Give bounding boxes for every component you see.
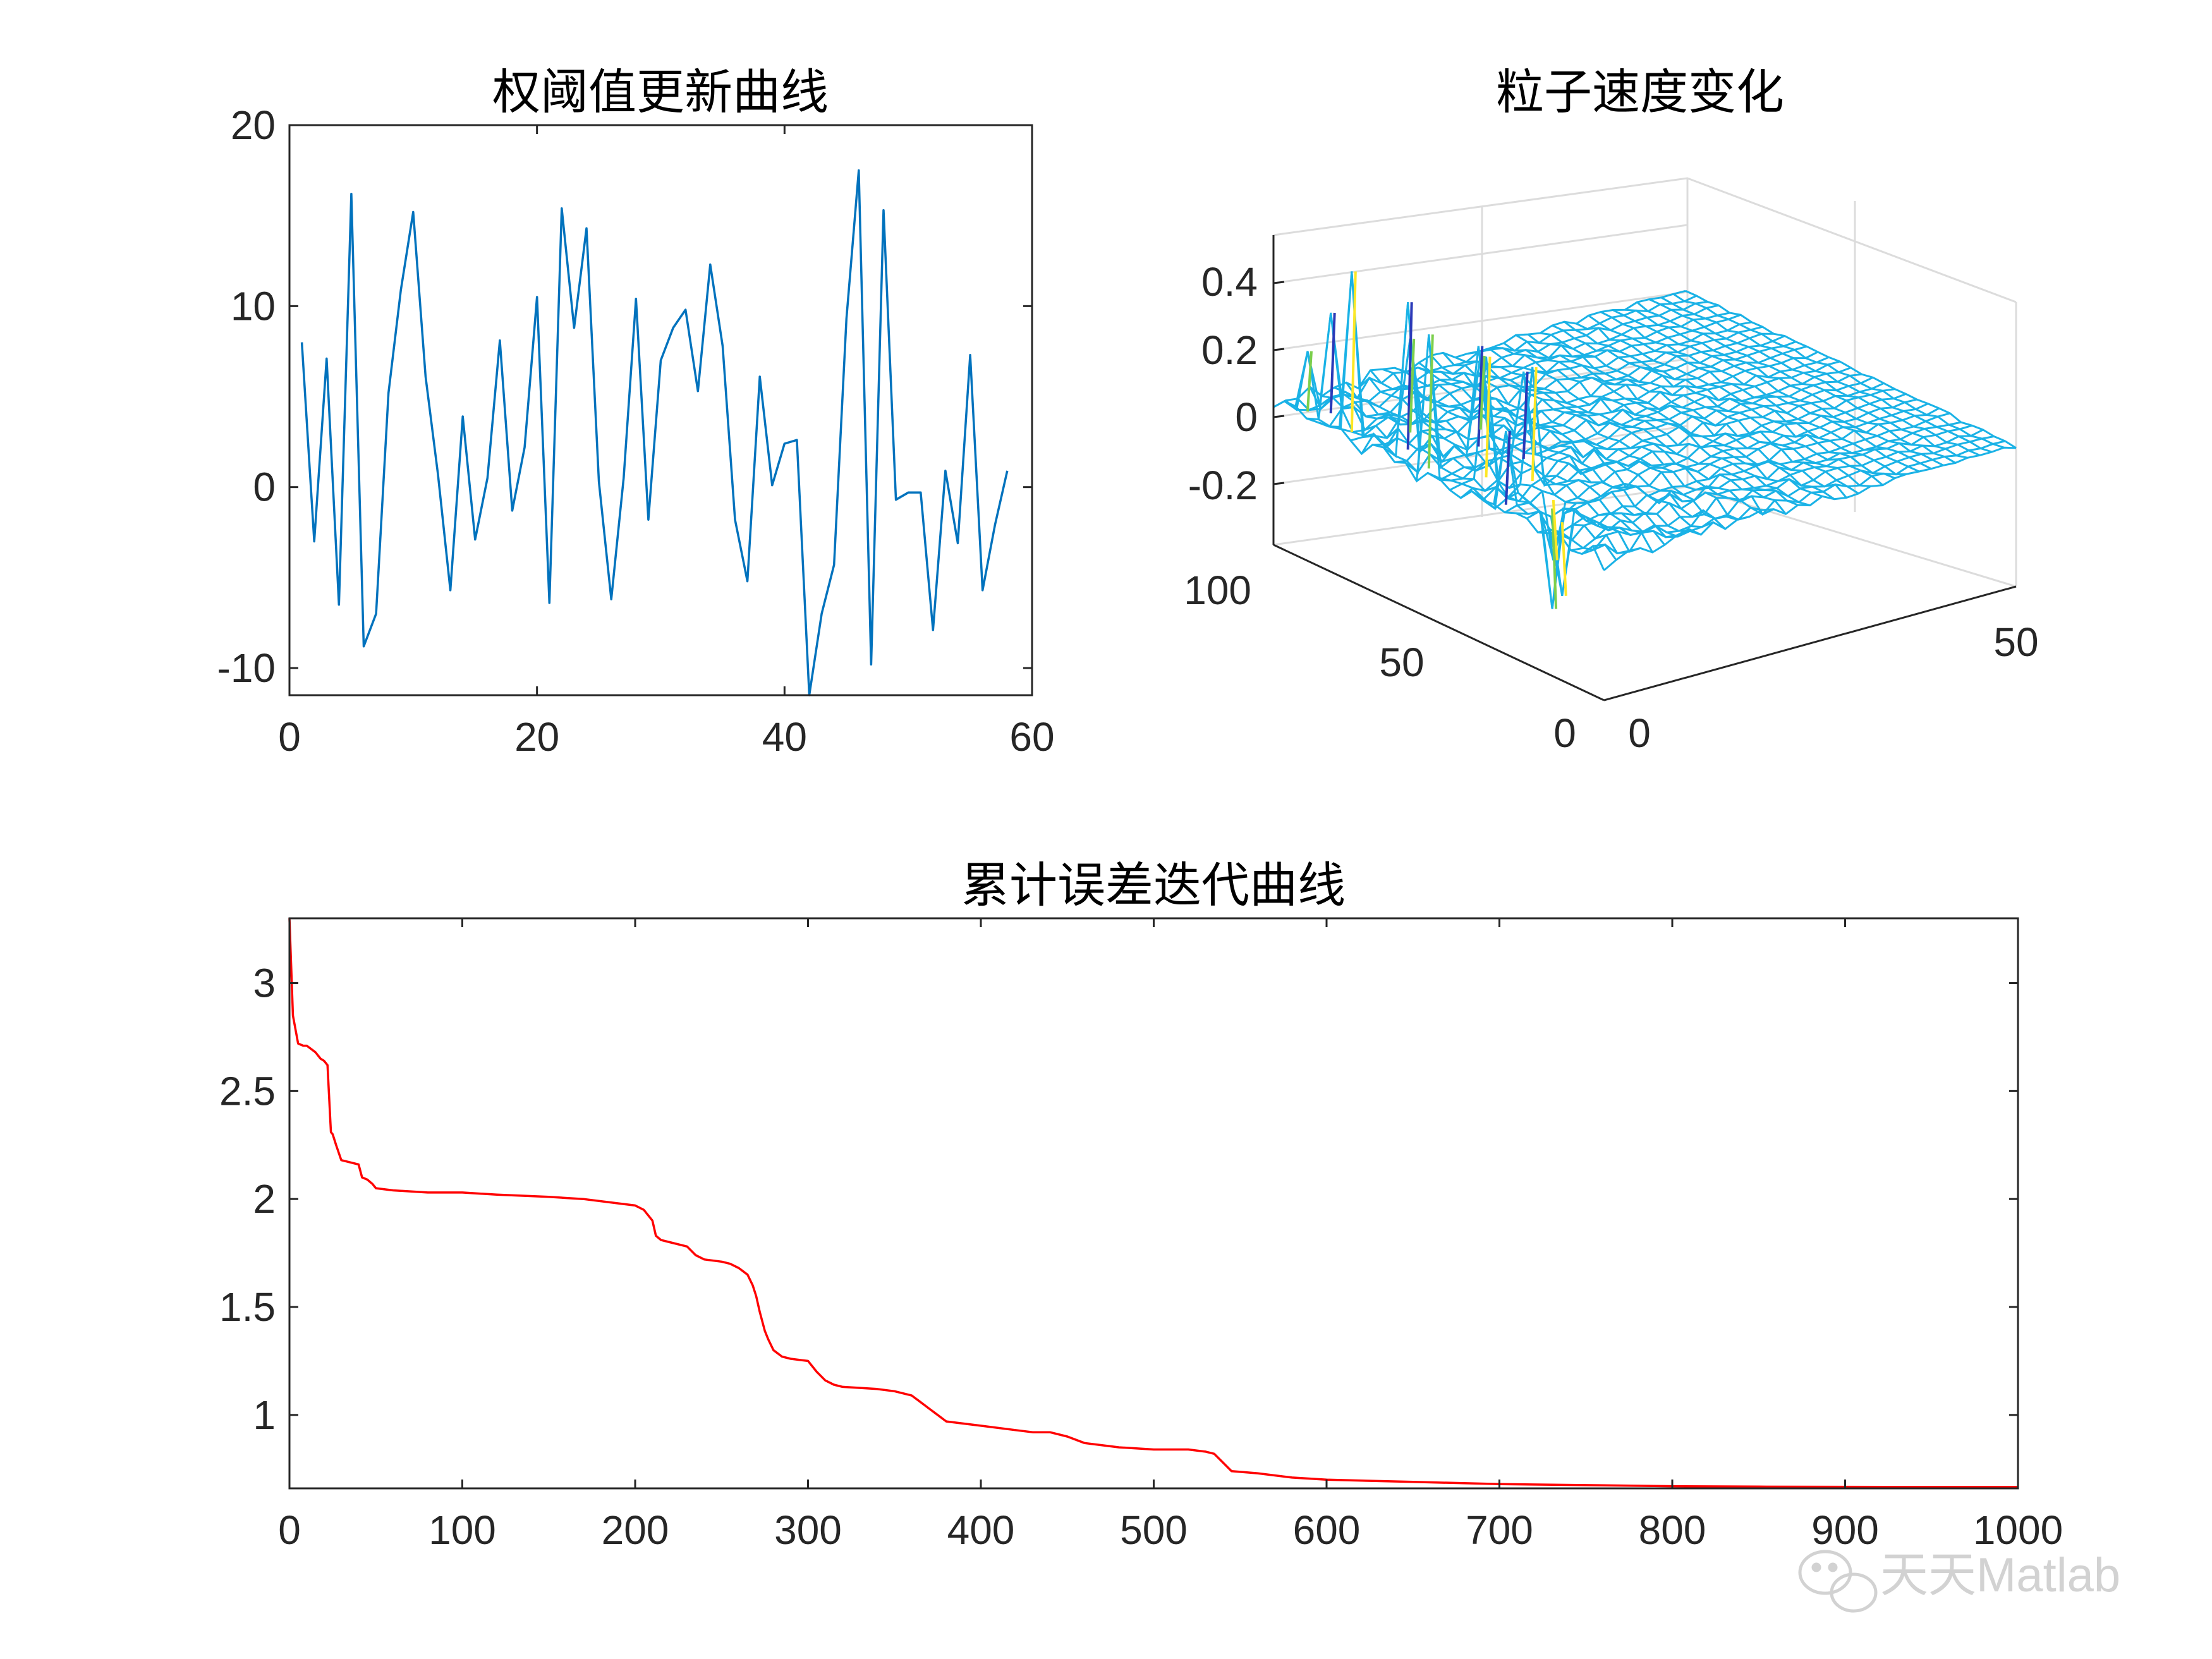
x-tick-label: 60 <box>1009 714 1054 760</box>
mesh-line-w <box>1648 298 1981 456</box>
wechat-icon <box>1798 1550 1878 1613</box>
cumulative-error-plot: 0 100 200 300 400 500 600 700 800 900 1000 1 1.5 2 2.5… <box>219 857 2063 1553</box>
x-tick-label: 400 <box>947 1507 1015 1553</box>
velocity-spike <box>1522 372 1529 459</box>
x-tick-label: 100 <box>428 1507 496 1553</box>
velocity-spike <box>1406 302 1413 450</box>
mesh-line-w <box>1588 315 1920 473</box>
y-tick-label: 3 <box>253 961 276 1006</box>
velocity-spike <box>1479 355 1486 430</box>
x-tick-label: 0 <box>278 714 301 760</box>
velocity-mesh <box>1273 271 2017 609</box>
mesh-line-w <box>1503 342 1835 500</box>
mesh-line-w <box>1370 355 1701 536</box>
velocity-spike <box>1350 271 1357 432</box>
mesh-line-u <box>1593 440 2005 555</box>
y-tick-label: 2.5 <box>219 1068 276 1114</box>
x-tick-label: 800 <box>1639 1507 1706 1553</box>
y-tick-label: 10 <box>231 283 276 329</box>
mesh-line-w <box>1576 322 1907 476</box>
x-tick-label: 20 <box>514 714 559 760</box>
x-tick-label: 600 <box>1293 1507 1361 1553</box>
surface-back-floor-edge <box>1273 485 1688 546</box>
x-tick-label: 40 <box>762 714 807 760</box>
mesh-line-w <box>1492 346 1823 497</box>
mesh-line-w <box>1479 348 1811 507</box>
surface-back-top-edge <box>1273 177 2017 303</box>
velocity-spike <box>1306 351 1313 412</box>
velocity-spike <box>1531 367 1538 482</box>
mesh-line-w <box>1455 356 1787 515</box>
mesh-line-w <box>1345 346 1677 538</box>
z-tick-mark <box>1273 348 1285 351</box>
mesh-line-w <box>1625 308 1956 464</box>
mesh-line-w <box>1394 367 1726 530</box>
mesh-line-w <box>1540 332 1871 487</box>
velocity-spike <box>1560 522 1567 596</box>
weight-threshold-title: 权阈值更新曲线 <box>492 64 829 120</box>
velocity-spike <box>1551 508 1558 609</box>
x-tick-label: 300 <box>774 1507 842 1553</box>
mesh-line-w <box>1358 371 1690 538</box>
x-tick-label: 700 <box>1466 1507 1533 1553</box>
z-tick-0: 0 <box>1235 394 1258 440</box>
y-tick-label: 1.5 <box>219 1284 276 1330</box>
weight-threshold-series-line <box>300 169 1009 696</box>
mesh-line-w <box>1685 289 2017 449</box>
x-tick-50: 50 <box>1993 619 2038 665</box>
mesh-line-w <box>1552 324 1884 486</box>
weight-threshold-axes-box <box>288 124 1033 696</box>
cumulative-error-series-line <box>288 918 2018 1488</box>
x-tick-label: 0 <box>278 1507 301 1553</box>
z-tick-mark <box>1273 482 1285 485</box>
watermark: 天天Matlab <box>1798 1548 2120 1613</box>
velocity-spike <box>1485 356 1492 478</box>
surface-y-axis <box>1273 544 1605 702</box>
z-tick-0.4: 0.4 <box>1201 259 1258 305</box>
velocity-spike <box>1329 312 1336 414</box>
velocity-spike <box>1477 346 1484 447</box>
surface-z-gridline <box>1273 224 1688 284</box>
y-tick-label: -10 <box>217 645 276 691</box>
mesh-line-w <box>1382 368 1714 528</box>
y-tick-100: 100 <box>1184 568 1251 613</box>
particle-velocity-plot: 0.4 0.2 0 -0.2 100 50 0 0 50 粒子速度变化 <box>1184 64 2038 756</box>
z-tick-mark <box>1273 281 1285 284</box>
mesh-line-w <box>1672 293 2005 449</box>
mesh-line-w <box>1612 309 1944 466</box>
y-tick-label: 1 <box>253 1392 276 1438</box>
watermark-text: 天天Matlab <box>1880 1548 2120 1602</box>
x-tick-label: 900 <box>1811 1507 1879 1553</box>
mesh-line-w <box>1600 311 1932 470</box>
velocity-spike <box>1409 338 1416 433</box>
velocity-spike <box>1552 499 1559 561</box>
x-tick-label: 200 <box>602 1507 669 1553</box>
surface-x-axis <box>1603 585 2017 702</box>
velocity-spike <box>1427 334 1434 469</box>
x-tick-label: 1000 <box>1973 1507 2063 1553</box>
cumulative-error-title: 累计误差迭代曲线 <box>961 857 1346 913</box>
z-tick-neg0.2: -0.2 <box>1188 463 1258 508</box>
velocity-spike <box>1504 430 1511 505</box>
particle-velocity-title: 粒子速度变化 <box>1496 64 1784 120</box>
mesh-line-w <box>1406 366 1738 521</box>
x-tick-0: 0 <box>1628 710 1651 756</box>
y-tick-label: 2 <box>253 1176 276 1222</box>
x-tick-label: 500 <box>1120 1507 1188 1553</box>
surface-z-gridline <box>1273 291 1688 351</box>
mesh-line-w <box>1527 333 1859 495</box>
y-tick-0: 0 <box>1553 710 1576 756</box>
mesh-line-w <box>1467 351 1799 506</box>
y-tick-label: 20 <box>231 102 276 148</box>
mesh-line-w <box>1515 334 1847 499</box>
mesh-line-w <box>1564 320 1895 479</box>
mesh-line-w <box>1660 296 1993 453</box>
z-tick-mark <box>1273 415 1285 418</box>
mesh-line-w <box>1636 301 1968 459</box>
y-tick-label: 0 <box>253 465 276 510</box>
y-tick-50: 50 <box>1379 640 1424 685</box>
z-tick-0.2: 0.2 <box>1201 327 1258 373</box>
